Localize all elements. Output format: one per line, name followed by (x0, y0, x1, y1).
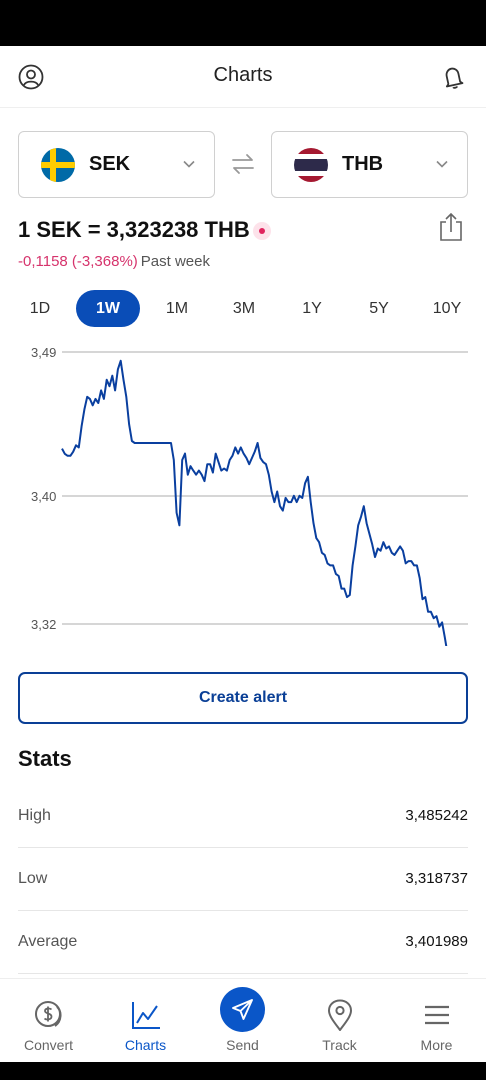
system-home-bar (0, 1062, 486, 1080)
rate-line-series (61, 359, 448, 646)
chevron-down-icon (183, 160, 195, 168)
tab-10y[interactable]: 10Y (432, 300, 462, 317)
share-icon[interactable] (437, 212, 465, 242)
tab-1d[interactable]: 1D (29, 300, 51, 317)
nav-label: Charts (124, 1037, 167, 1053)
line-chart-icon (132, 1002, 160, 1029)
stat-row-average: Average 3,401989 (18, 911, 468, 974)
tab-1m[interactable]: 1M (165, 300, 189, 317)
y-tick-label: 3,32 (31, 617, 56, 632)
stat-value: 3,401989 (405, 933, 468, 950)
stat-label: Low (18, 870, 48, 887)
nav-label: Send (226, 1037, 259, 1053)
page-title: Charts (213, 64, 273, 86)
bell-icon[interactable] (440, 64, 466, 90)
from-currency-select[interactable]: SEK (18, 131, 215, 198)
tab-1y[interactable]: 1Y (302, 300, 322, 317)
tab-5y[interactable]: 5Y (369, 300, 389, 317)
bottom-nav: Convert Charts Send Track More (0, 978, 486, 1062)
stats-heading: Stats (18, 746, 72, 771)
chevron-down-icon (436, 160, 448, 168)
location-pin-icon (327, 999, 353, 1031)
exchange-rate: 1 SEK = 3,323238 THB (18, 217, 250, 242)
tab-1w[interactable]: 1W (76, 290, 140, 327)
app-header: Charts (0, 46, 486, 108)
period-tabs: 1D 1W 1M 3M 1Y 5Y 10Y (0, 290, 486, 328)
to-currency-select[interactable]: THB (271, 131, 468, 198)
nav-label: More (420, 1037, 453, 1053)
status-bar (0, 0, 486, 46)
nav-convert[interactable]: Convert (0, 979, 97, 1063)
live-indicator-icon (253, 222, 271, 240)
swap-currencies-icon[interactable] (229, 150, 257, 178)
y-tick-label: 3,40 (31, 489, 56, 504)
rate-change-period: Past week (140, 253, 210, 270)
rate-change-value: -0,1158 (-3,368%) (18, 253, 138, 270)
stat-label: High (18, 807, 51, 824)
stat-row-low: Low 3,318737 (18, 848, 468, 911)
stat-label: Average (18, 933, 78, 950)
nav-more[interactable]: More (388, 979, 485, 1063)
thailand-flag-icon (294, 148, 328, 182)
sweden-flag-icon (41, 148, 75, 182)
tab-3m[interactable]: 3M (232, 300, 256, 317)
stat-value: 3,318737 (405, 870, 468, 887)
menu-icon (425, 1005, 449, 1025)
y-tick-label: 3,49 (31, 345, 56, 360)
stat-value: 3,485242 (405, 807, 468, 824)
dollar-coin-icon (35, 1001, 62, 1027)
create-alert-button[interactable]: Create alert (18, 672, 468, 724)
send-button (220, 987, 265, 1032)
paper-plane-icon (232, 999, 253, 1020)
to-currency-code: THB (342, 153, 384, 175)
stat-row-high: High 3,485242 (18, 785, 468, 848)
nav-send[interactable]: Send (194, 979, 291, 1063)
nav-charts[interactable]: Charts (97, 979, 194, 1063)
profile-icon[interactable] (18, 64, 44, 90)
rate-chart: 3,49 3,40 3,32 (31, 345, 468, 646)
from-currency-code: SEK (89, 153, 131, 175)
nav-track[interactable]: Track (291, 979, 388, 1063)
nav-label: Track (322, 1037, 357, 1053)
nav-label: Convert (23, 1037, 74, 1053)
rate-change: -0,1158 (-3,368%) Past week (18, 253, 210, 270)
